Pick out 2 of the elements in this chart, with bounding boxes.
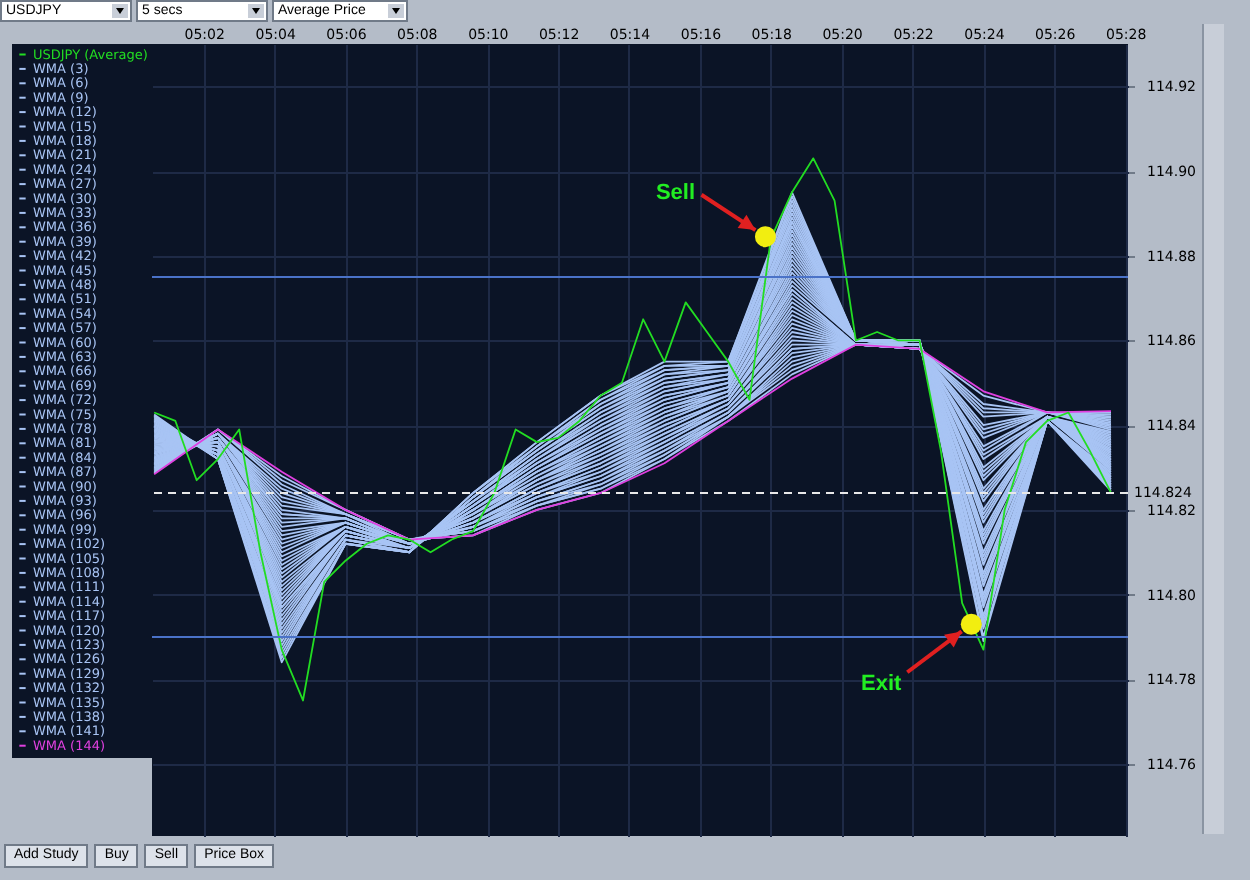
annotation: Sell: [655, 180, 696, 205]
annotation: Exit: [861, 672, 903, 697]
